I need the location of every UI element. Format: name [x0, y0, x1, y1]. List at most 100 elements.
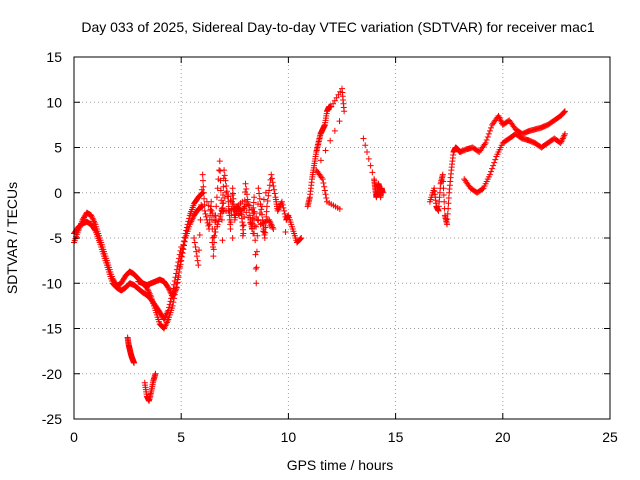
data-point [247, 219, 254, 226]
data-point [490, 162, 497, 169]
data-point [261, 235, 268, 241]
data-point [220, 183, 227, 190]
data-point [243, 191, 250, 198]
y-tick-label: 10 [46, 94, 62, 110]
data-point [250, 199, 257, 206]
data-point [178, 253, 185, 260]
data-point [281, 207, 288, 214]
data-point [205, 222, 212, 229]
data-point [360, 135, 367, 142]
data-point [219, 237, 226, 244]
data-point [264, 198, 271, 205]
data-point [256, 195, 263, 202]
data-point [243, 209, 250, 216]
data-point [152, 370, 159, 377]
data-point [225, 193, 232, 200]
data-point [262, 224, 269, 231]
y-tick-label: 5 [54, 140, 62, 156]
series-cluster-6-10 [191, 158, 305, 287]
data-point [176, 268, 183, 275]
data-point [180, 241, 187, 248]
series-dip-1 [124, 334, 138, 366]
data-point [260, 228, 267, 235]
data-point [243, 185, 250, 192]
data-point [252, 237, 259, 244]
data-point [175, 274, 182, 281]
data-point [181, 234, 188, 241]
data-point [445, 195, 452, 202]
data-point [181, 238, 188, 245]
data-point [199, 177, 206, 184]
data-point [484, 133, 491, 140]
data-point [271, 186, 278, 193]
data-point [440, 178, 447, 185]
data-point [210, 253, 217, 260]
data-point [200, 183, 207, 190]
data-point [282, 228, 289, 235]
data-point [229, 201, 236, 208]
data-point [251, 210, 258, 217]
data-point [270, 225, 277, 232]
data-point [251, 194, 258, 201]
data-point [227, 225, 234, 232]
data-point [253, 248, 260, 255]
data-point [253, 223, 260, 230]
data-point [321, 183, 328, 190]
data-point [266, 187, 273, 194]
data-point [221, 167, 228, 174]
data-point [217, 177, 224, 184]
data-point [193, 248, 200, 255]
data-point [170, 299, 177, 306]
chart-title: Day 033 of 2025, Sidereal Day-to-day VTE… [81, 19, 594, 35]
data-point [173, 284, 180, 291]
data-point [91, 226, 98, 233]
data-point [207, 206, 214, 213]
data-point [212, 228, 219, 235]
data-point [199, 171, 206, 178]
data-point [215, 218, 222, 225]
series-track-11-13 [304, 85, 348, 213]
data-point [176, 263, 183, 270]
data-point [279, 201, 286, 208]
data-point [260, 196, 267, 203]
data-point [266, 182, 273, 189]
data-point [229, 185, 236, 192]
data-point [179, 245, 186, 252]
data-point [297, 235, 304, 242]
data-point [174, 279, 181, 286]
data-point [166, 304, 173, 311]
data-point [211, 213, 218, 220]
x-tick-label: 0 [70, 429, 78, 445]
data-point [223, 182, 230, 189]
data-point [254, 232, 261, 239]
data-point [200, 189, 207, 196]
data-point [166, 301, 173, 308]
data-point [182, 230, 189, 237]
data-point [205, 202, 212, 209]
data-point [268, 175, 275, 182]
series-track-18-23-lower [461, 130, 568, 196]
x-tick-label: 10 [281, 429, 297, 445]
data-point [321, 187, 328, 194]
data-point [183, 224, 190, 231]
data-point [336, 206, 343, 213]
data-point [365, 155, 372, 162]
data-point [444, 210, 451, 217]
grid-lines [74, 57, 610, 419]
data-point [184, 221, 191, 228]
data-point [482, 139, 489, 146]
data-point [216, 158, 223, 165]
data-point [186, 215, 193, 222]
data-point [322, 191, 329, 198]
y-tick-label: 15 [46, 49, 62, 65]
data-point [242, 180, 249, 187]
data-point [220, 200, 227, 207]
data-point [195, 262, 202, 269]
series-dip-2 [141, 370, 159, 404]
data-point [202, 210, 209, 217]
data-point [240, 222, 247, 229]
data-point [214, 223, 221, 230]
data-point [194, 257, 201, 264]
data-point [219, 204, 226, 211]
data-point [253, 213, 260, 220]
